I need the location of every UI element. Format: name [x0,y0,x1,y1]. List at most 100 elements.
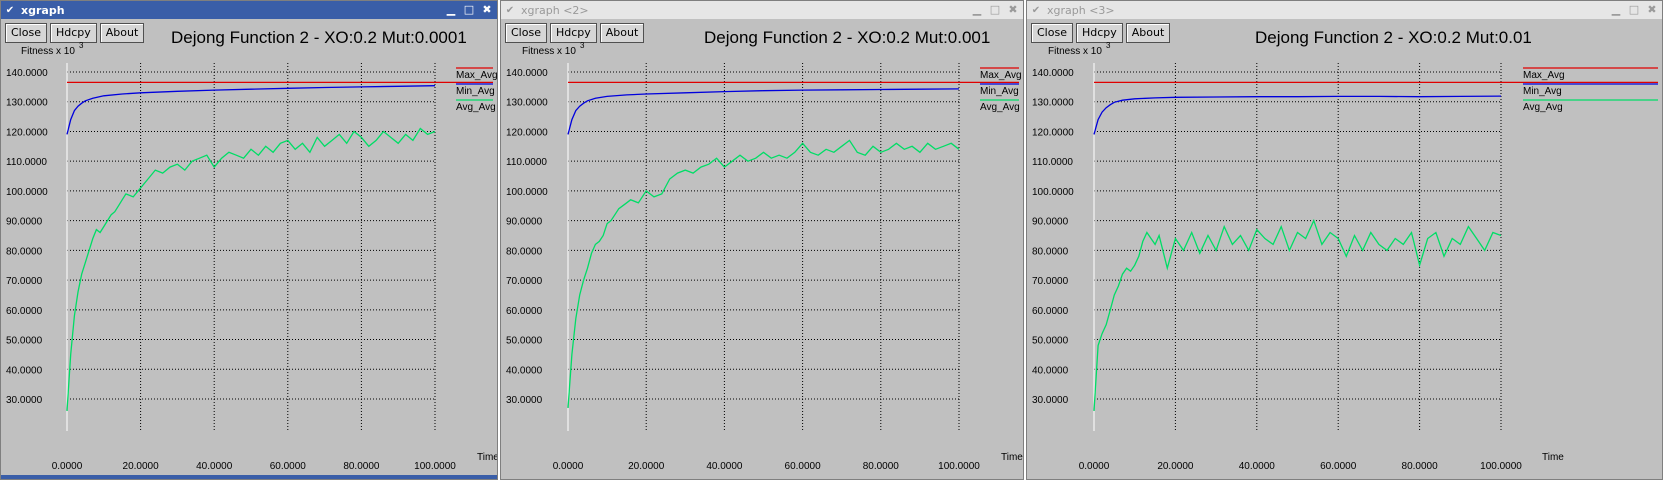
y-tick-label: 80.0000 [1032,246,1069,257]
y-axis-label: Fitness x 10 [1048,46,1102,57]
y-tick-label: 50.0000 [1032,336,1069,347]
close-button[interactable]: Close [505,23,547,43]
window-bottom-border [1,475,497,479]
title-bar[interactable]: ✔ xgraph <2> ▁ □ ✖ [501,1,1023,19]
about-button[interactable]: About [99,23,145,43]
x-tick-label: 40.0000 [1239,461,1276,472]
y-tick-label: 130.0000 [6,98,48,109]
xgraph-window-2: ✔ xgraph <2> ▁ □ ✖ Close Hdcpy About Dej… [500,0,1024,480]
y-tick-label: 80.0000 [506,246,543,257]
y-tick-label: 60.0000 [506,306,543,317]
y-tick-label: 30.0000 [1032,395,1069,406]
close-icon[interactable]: ✖ [1647,3,1657,16]
legend-label: Min_Avg [1523,86,1562,97]
series-line-avg-avg [66,127,436,411]
hardcopy-button[interactable]: Hdcpy [549,23,597,43]
y-axis-label: Fitness x 10 [21,46,75,57]
close-icon[interactable]: ✖ [482,3,492,16]
x-tick-label: 80.0000 [343,461,380,472]
y-tick-label: 130.0000 [506,98,548,109]
y-tick-label: 30.0000 [6,395,43,406]
maximize-icon[interactable]: □ [989,3,1001,16]
legend-label: Min_Avg [456,86,495,97]
hardcopy-button[interactable]: Hdcpy [1075,23,1123,43]
x-tick-label: 100.0000 [1480,461,1522,472]
y-tick-label: 40.0000 [506,365,543,376]
fitness-chart: Dejong Function 2 - XO:0.2 Mut:0.0001 Fit… [6,28,498,472]
y-tick-label: 110.0000 [6,157,47,168]
y-tick-label: 30.0000 [506,395,543,406]
window-menu-icon[interactable]: ✔ [1031,4,1041,16]
hardcopy-button[interactable]: Hdcpy [49,23,97,43]
x-axis-label: Time [477,452,498,463]
xgraph-window-3: ✔ xgraph <3> ▁ □ ✖ Close Hdcpy About Dej… [1026,0,1663,480]
x-tick-label: 40.0000 [196,461,233,472]
close-button[interactable]: Close [1031,23,1073,43]
y-tick-label: 90.0000 [1032,217,1069,228]
close-button[interactable]: Close [5,23,47,43]
y-tick-label: 40.0000 [6,365,43,376]
y-axis-label: Fitness x 10 [522,46,576,57]
series-line-avg-avg [1093,218,1502,411]
y-tick-label: 120.0000 [506,127,548,138]
y-axis-label-exponent: 3 [580,41,585,50]
about-button[interactable]: About [599,23,645,43]
maximize-icon[interactable]: □ [1628,3,1640,16]
y-tick-label: 100.0000 [506,187,548,198]
x-tick-label: 80.0000 [863,461,900,472]
legend-label: Avg_Avg [456,102,496,113]
about-button[interactable]: About [1125,23,1171,43]
series-line-min-avg [1093,95,1502,135]
legend-label: Max_Avg [456,70,498,81]
x-tick-label: 0.0000 [553,461,584,472]
x-tick-label: 20.0000 [628,461,665,472]
window-title: xgraph [21,3,65,17]
fitness-chart: Dejong Function 2 - XO:0.2 Mut:0.001 Fitn… [506,28,1023,472]
window-title: xgraph <2> [521,3,589,17]
chart-title: Dejong Function 2 - XO:0.2 Mut:0.0001 [171,28,467,47]
minimize-icon[interactable]: ▁ [446,3,456,16]
y-axis-label-exponent: 3 [1106,41,1111,50]
y-tick-label: 140.0000 [6,68,48,79]
x-tick-label: 100.0000 [938,461,980,472]
minimize-icon[interactable]: ▁ [1611,3,1621,16]
window-title: xgraph <3> [1047,3,1115,17]
y-tick-label: 110.0000 [1032,157,1073,168]
x-tick-label: 0.0000 [52,461,83,472]
legend-label: Max_Avg [1523,70,1565,81]
window-menu-icon[interactable]: ✔ [505,4,515,16]
toolbar: Close Hdcpy About [505,23,645,43]
y-tick-label: 50.0000 [6,336,43,347]
y-tick-label: 140.0000 [1032,68,1074,79]
y-tick-label: 60.0000 [6,306,43,317]
fitness-chart: Dejong Function 2 - XO:0.2 Mut:0.01 Fitne… [1032,28,1658,472]
title-bar[interactable]: ✔ xgraph ▁ □ ✖ [1,1,497,19]
x-tick-label: 60.0000 [1320,461,1357,472]
x-tick-label: 40.0000 [706,461,743,472]
toolbar: Close Hdcpy About [1031,23,1171,43]
x-axis-label: Time [1001,452,1023,463]
y-tick-label: 120.0000 [1032,127,1074,138]
x-tick-label: 100.0000 [414,461,456,472]
title-bar[interactable]: ✔ xgraph <3> ▁ □ ✖ [1027,1,1662,19]
y-tick-label: 80.0000 [6,246,43,257]
y-tick-label: 100.0000 [6,187,48,198]
legend-label: Min_Avg [980,86,1019,97]
maximize-icon[interactable]: □ [463,3,475,16]
close-icon[interactable]: ✖ [1008,3,1018,16]
x-tick-label: 60.0000 [785,461,822,472]
legend-label: Avg_Avg [980,102,1020,113]
y-tick-label: 40.0000 [1032,365,1069,376]
y-tick-label: 50.0000 [506,336,543,347]
y-tick-label: 60.0000 [1032,306,1069,317]
series-line-min-avg [66,85,436,135]
x-tick-label: 20.0000 [1157,461,1194,472]
series-line-avg-avg [567,139,960,408]
y-tick-label: 130.0000 [1032,98,1074,109]
y-tick-label: 100.0000 [1032,187,1074,198]
x-axis-label: Time [1542,452,1564,463]
x-tick-label: 20.0000 [123,461,160,472]
minimize-icon[interactable]: ▁ [972,3,982,16]
y-tick-label: 140.0000 [506,68,548,79]
window-menu-icon[interactable]: ✔ [5,4,15,16]
